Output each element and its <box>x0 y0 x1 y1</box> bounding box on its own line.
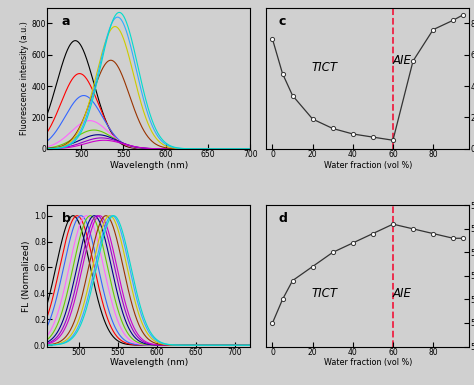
Legend: 0% water, 5%, 10%, 20%, 30%, 40%, 50%, 60%, 70%, 80%, 90%, 95%: 0% water, 5%, 10%, 20%, 30%, 40%, 50%, 6… <box>294 8 332 75</box>
X-axis label: Wavelength (nm): Wavelength (nm) <box>109 358 188 367</box>
X-axis label: Water fraction (vol %): Water fraction (vol %) <box>324 161 412 170</box>
Text: AIE: AIE <box>392 287 411 300</box>
X-axis label: Wavelength (nm): Wavelength (nm) <box>109 161 188 170</box>
Text: TICT: TICT <box>311 287 337 300</box>
Y-axis label: Fluorescence intensity (a.u.): Fluorescence intensity (a.u.) <box>19 21 28 135</box>
Text: b: b <box>62 213 71 225</box>
Text: c: c <box>279 15 286 28</box>
Text: a: a <box>62 15 70 28</box>
Y-axis label: FL (Normalized): FL (Normalized) <box>22 240 31 312</box>
Legend: 0% water, 5%, 10%, 20%, 30%, 40%, 50%, 60%, 70%, 80%, 90%, 95%: 0% water, 5%, 10%, 20%, 30%, 40%, 50%, 6… <box>294 206 332 273</box>
Text: d: d <box>279 213 288 225</box>
X-axis label: Water fraction (vol %): Water fraction (vol %) <box>324 358 412 367</box>
Text: AIE: AIE <box>392 54 411 67</box>
Text: TICT: TICT <box>311 61 337 74</box>
